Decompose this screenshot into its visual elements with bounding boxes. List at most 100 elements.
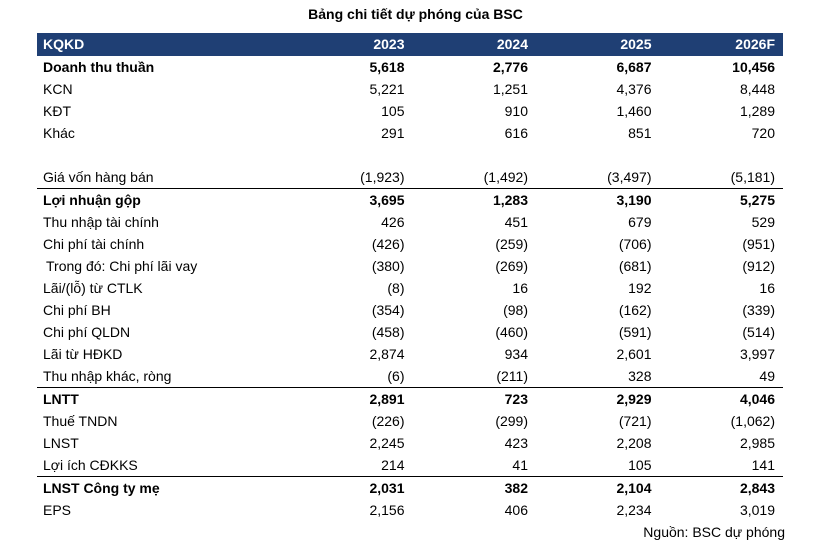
- table-row: KĐT 105 910 1,460 1,289: [37, 100, 783, 122]
- row-value: 3,190: [536, 188, 660, 211]
- table-row: Lợi nhuận gộp 3,695 1,283 3,190 5,275: [37, 188, 783, 211]
- row-value: (98): [503, 302, 528, 318]
- table-row: Giá vốn hàng bán (1,923) (1,492) (3,497)…: [37, 166, 783, 189]
- row-label: Lãi/(lỗ) từ CTLK: [43, 280, 143, 296]
- table-row: Trong đó: Chi phí lãi vay (380) (269) (6…: [37, 255, 783, 277]
- row-value: 4,046: [659, 387, 783, 410]
- row-value: 616: [504, 125, 528, 141]
- row-value: (354): [371, 302, 405, 318]
- row-value: 851: [628, 125, 652, 141]
- row-value: (269): [495, 258, 528, 274]
- row-label: EPS: [43, 502, 72, 518]
- row-value: (211): [496, 368, 528, 384]
- row-value: 16: [759, 280, 775, 296]
- row-value: 2,031: [289, 476, 413, 499]
- row-value: 382: [412, 476, 536, 499]
- row-value: (226): [371, 413, 405, 429]
- row-value: 423: [504, 435, 528, 451]
- row-value: 934: [504, 346, 528, 362]
- row-value: 105: [381, 103, 405, 119]
- row-value: 5,275: [659, 188, 783, 211]
- row-value: 8,448: [739, 81, 775, 97]
- row-value: 2,985: [739, 435, 775, 451]
- row-value: (912): [742, 258, 775, 274]
- row-label: Thuế TNDN: [43, 413, 118, 429]
- table-row: LNST 2,245 423 2,208 2,985: [37, 432, 783, 454]
- row-value: (460): [495, 324, 528, 340]
- header-2026f: 2026F: [659, 33, 783, 56]
- row-value: (426): [371, 236, 405, 252]
- table-row: Chi phí tài chính (426) (259) (706) (951…: [37, 233, 783, 255]
- row-value: (514): [742, 324, 775, 340]
- row-value: (1,492): [483, 169, 528, 185]
- row-value: 5,618: [369, 59, 405, 75]
- table-header-row: KQKD 2023 2024 2025 2026F: [37, 33, 783, 56]
- row-label: LNST Công ty mẹ: [37, 476, 289, 499]
- table-row: Chi phí QLDN (458) (460) (591) (514): [37, 321, 783, 343]
- row-value: 2,929: [536, 387, 660, 410]
- row-value: 16: [512, 280, 528, 296]
- table-row: Doanh thu thuần 5,618 2,776 6,687 10,456: [37, 56, 783, 78]
- table-row: Khác 291 616 851 720: [37, 122, 783, 144]
- row-value: 49: [759, 368, 775, 384]
- row-value: 3,019: [739, 502, 775, 518]
- row-value: (8): [387, 280, 405, 296]
- table-title: Bảng chi tiết dự phóng của BSC: [308, 6, 523, 22]
- row-label: Lãi từ HĐKD: [43, 346, 123, 362]
- table-row: Thu nhập khác, ròng (6) (211) 328 49: [37, 365, 783, 388]
- table-row: Lãi từ HĐKD 2,874 934 2,601 3,997: [37, 343, 783, 365]
- row-label: Lợi nhuận gộp: [37, 188, 289, 211]
- row-value: 2,208: [616, 435, 652, 451]
- row-value: 529: [751, 214, 775, 230]
- table-row: EPS 2,156 406 2,234 3,019: [37, 499, 783, 521]
- row-value: 2,843: [659, 476, 783, 499]
- header-2024: 2024: [412, 33, 536, 56]
- table-row: Chi phí BH (354) (98) (162) (339): [37, 299, 783, 321]
- row-value: 1,460: [616, 103, 652, 119]
- row-label: Thu nhập tài chính: [43, 214, 159, 230]
- row-value: (721): [618, 413, 652, 429]
- row-value: 426: [381, 214, 405, 230]
- row-value: 5,221: [369, 81, 405, 97]
- table-row: Thuế TNDN (226) (299) (721) (1,062): [37, 410, 783, 432]
- row-value: 1,283: [412, 188, 536, 211]
- row-value: (299): [495, 413, 528, 429]
- row-label: LNST: [43, 435, 79, 451]
- row-value: (458): [371, 324, 405, 340]
- row-label: Chi phí BH: [43, 302, 111, 318]
- table-row: KCN 5,221 1,251 4,376 8,448: [37, 78, 783, 100]
- row-value: 1,251: [492, 81, 528, 97]
- row-value: 1,289: [739, 103, 775, 119]
- row-value: 10,456: [732, 59, 775, 75]
- row-value: 2,891: [289, 387, 413, 410]
- row-value: 6,687: [616, 59, 652, 75]
- header-kqkd: KQKD: [37, 33, 289, 56]
- row-value: 2,234: [616, 502, 652, 518]
- row-value: 2,245: [369, 435, 405, 451]
- row-value: (1,923): [360, 169, 405, 185]
- row-label: Lợi ích CĐKKS: [43, 457, 138, 473]
- row-value: 406: [504, 502, 528, 518]
- row-value: 192: [628, 280, 652, 296]
- row-value: 41: [512, 457, 528, 473]
- row-value: 2,104: [536, 476, 660, 499]
- row-value: (951): [742, 236, 775, 252]
- row-label: KCN: [43, 81, 73, 97]
- row-label: Thu nhập khác, ròng: [43, 368, 172, 384]
- table-row: Thu nhập tài chính 426 451 679 529: [37, 211, 783, 233]
- table-row: LNST Công ty mẹ 2,031 382 2,104 2,843: [37, 476, 783, 499]
- row-value: 2,156: [369, 502, 405, 518]
- row-value: 720: [751, 125, 775, 141]
- row-value: (1,062): [730, 413, 775, 429]
- row-value: (339): [742, 302, 775, 318]
- row-value: 4,376: [616, 81, 652, 97]
- row-value: 679: [628, 214, 652, 230]
- row-value: (591): [618, 324, 652, 340]
- row-value: 105: [628, 457, 652, 473]
- header-2025: 2025: [536, 33, 660, 56]
- row-value: (681): [618, 258, 652, 274]
- row-value: 723: [412, 387, 536, 410]
- row-value: (6): [387, 368, 405, 384]
- row-value: 291: [381, 125, 405, 141]
- row-label: Khác: [43, 125, 75, 141]
